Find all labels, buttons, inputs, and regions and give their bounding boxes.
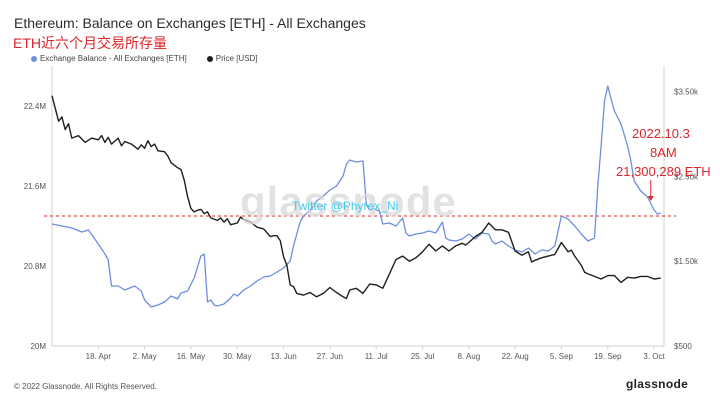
x-tick-label: 22. Aug — [502, 352, 529, 361]
legend: Exchange Balance - All Exchanges [ETH] P… — [31, 54, 272, 63]
annotation-date: 2022.10.3 — [632, 126, 690, 141]
y-left-tick-label: 20M — [30, 342, 46, 351]
annotation-value: 21,300,289 ETH — [616, 164, 711, 179]
legend-price-dot-icon — [206, 55, 213, 62]
twitter-tag: Twitter @Phyrex_Ni — [292, 199, 399, 213]
legend-balance-dot-icon — [31, 55, 37, 62]
x-tick-label: 5. Sep — [550, 352, 574, 361]
y-left-tick-label: 22.4M — [24, 102, 47, 111]
x-tick-label: 16. May — [177, 352, 205, 361]
chart-title: Ethereum: Balance on Exchanges [ETH] - A… — [14, 15, 366, 31]
y-left-tick-label: 21.6M — [24, 182, 47, 191]
glassnode-watermark: glassnode — [240, 178, 457, 225]
x-tick-label: 25. Jul — [411, 352, 435, 361]
x-tick-label: 19. Sep — [594, 352, 622, 361]
x-tick-label: 18. Apr — [86, 352, 112, 361]
copyright-text: © 2022 Glassnode. All Rights Reserved. — [14, 382, 157, 391]
x-tick-label: 2. May — [133, 352, 157, 361]
y-right-tick-label: $1.50k — [674, 257, 699, 266]
annotation-arrow-head-icon — [647, 196, 654, 201]
exchange-balance-line — [51, 85, 661, 308]
legend-item-price[interactable]: Price [USD] — [206, 54, 258, 63]
x-tick-label: 27. Jun — [317, 352, 343, 361]
annotation-time: 8AM — [650, 145, 677, 160]
legend-item-balance[interactable]: Exchange Balance - All Exchanges [ETH] — [31, 54, 187, 63]
price-line — [51, 95, 661, 300]
y-right-tick-label: $2.50k — [674, 172, 699, 181]
x-tick-label: 13. Jun — [270, 352, 296, 361]
legend-price-label: Price [USD] — [215, 54, 258, 63]
y-right-tick-label: $500 — [674, 342, 692, 351]
glassnode-logo[interactable]: glassnode — [626, 377, 689, 391]
legend-balance-label: Exchange Balance - All Exchanges [ETH] — [40, 54, 187, 63]
x-tick-label: 11. Jul — [365, 352, 388, 361]
y-right-tick-label: $3.50k — [674, 87, 699, 96]
x-tick-label: 3. Oct — [643, 352, 665, 361]
chart-subtitle: ETH近六个月交易所存量 — [13, 35, 167, 51]
x-tick-label: 30. May — [223, 352, 251, 361]
y-left-tick-label: 20.8M — [24, 262, 47, 271]
x-tick-label: 8. Aug — [457, 352, 480, 361]
